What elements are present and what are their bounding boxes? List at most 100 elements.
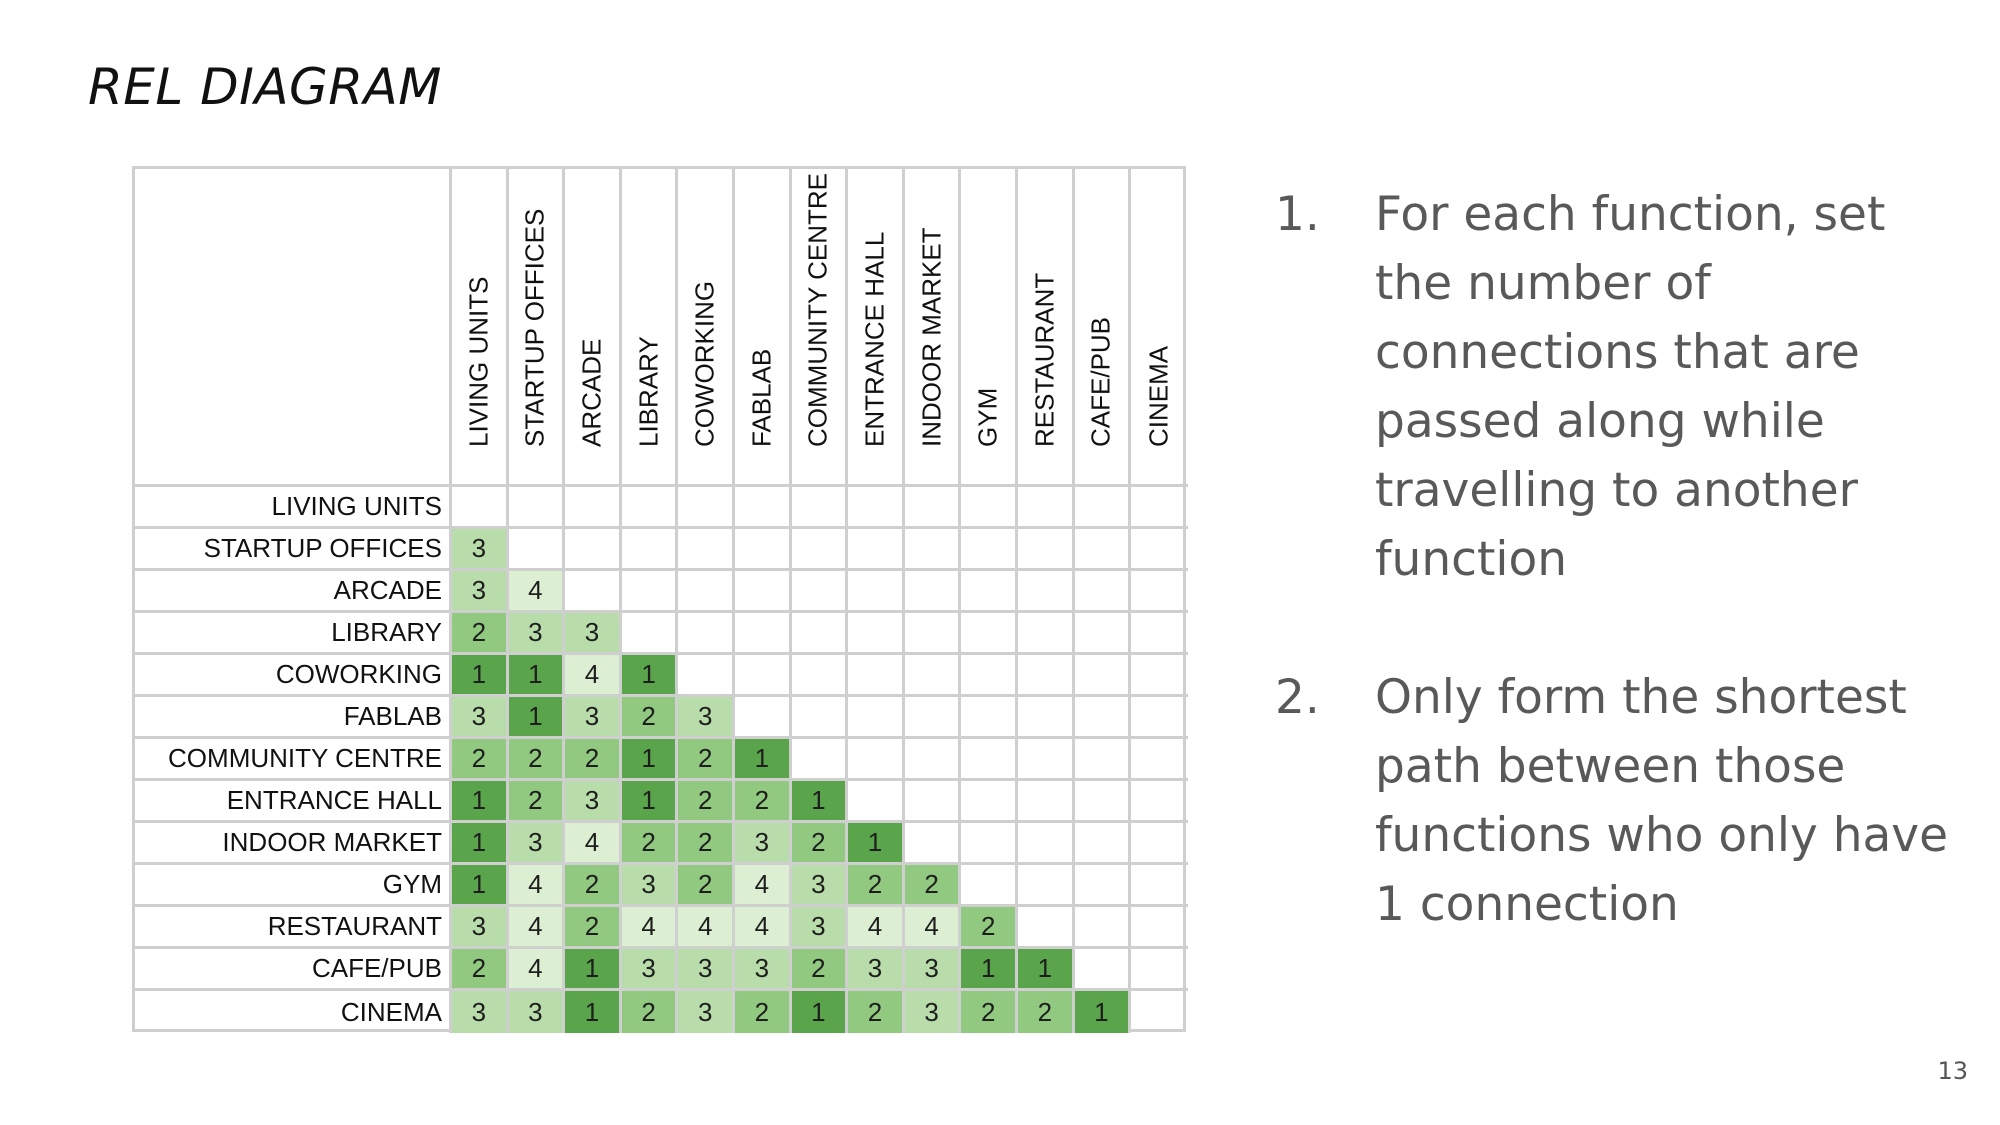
column-header: CINEMA — [1131, 169, 1188, 487]
matrix-value-cell: 3 — [565, 613, 622, 655]
matrix-empty-cell — [735, 571, 792, 613]
matrix-empty-cell — [848, 571, 905, 613]
row-label: LIBRARY — [135, 613, 452, 655]
page-number: 13 — [1937, 1057, 1968, 1085]
matrix-value-cell: 3 — [621, 949, 679, 991]
matrix-empty-cell — [565, 529, 622, 571]
matrix-empty-cell — [1074, 907, 1132, 949]
row-label: LIVING UNITS — [135, 487, 452, 529]
matrix-empty-cell — [791, 571, 849, 613]
matrix-value-cell: 2 — [621, 697, 679, 739]
column-header-label: COMMUNITY CENTRE — [802, 173, 833, 447]
column-header: ENTRANCE HALL — [848, 169, 905, 487]
matrix-value-cell: 2 — [565, 907, 622, 949]
column-header-label: STARTUP OFFICES — [519, 208, 550, 447]
matrix-value-cell: 4 — [621, 907, 679, 949]
matrix-value-cell: 3 — [735, 823, 792, 865]
matrix-empty-cell — [735, 613, 792, 655]
matrix-value-cell: 3 — [621, 865, 679, 907]
matrix-value-cell: 3 — [735, 949, 792, 991]
column-header-label: COWORKING — [689, 280, 720, 447]
matrix-empty-cell — [961, 613, 1018, 655]
matrix-value-cell: 4 — [735, 865, 792, 907]
matrix-value-cell: 2 — [678, 865, 735, 907]
matrix-value-cell: 1 — [508, 697, 566, 739]
column-header: ARCADE — [565, 169, 622, 487]
matrix-empty-cell — [1131, 571, 1188, 613]
matrix-value-cell: 3 — [508, 613, 566, 655]
matrix-empty-cell — [1074, 865, 1132, 907]
matrix-empty-cell — [1018, 823, 1075, 865]
matrix-empty-cell — [791, 655, 849, 697]
matrix-empty-cell — [621, 529, 679, 571]
row-label: FABLAB — [135, 697, 452, 739]
matrix-value-cell: 2 — [1018, 991, 1075, 1033]
row-label: GYM — [135, 865, 452, 907]
column-header: RESTAURANT — [1018, 169, 1075, 487]
matrix-empty-cell — [1131, 655, 1188, 697]
matrix-empty-cell — [1131, 739, 1188, 781]
matrix-empty-cell — [1018, 865, 1075, 907]
matrix-empty-cell — [1074, 613, 1132, 655]
matrix-empty-cell — [1018, 487, 1075, 529]
row-label: ARCADE — [135, 571, 452, 613]
column-header-label: INDOOR MARKET — [916, 227, 947, 447]
matrix-empty-cell — [961, 487, 1018, 529]
matrix-empty-cell — [565, 571, 622, 613]
column-header: INDOOR MARKET — [904, 169, 962, 487]
matrix-empty-cell — [791, 487, 849, 529]
matrix-empty-cell — [904, 529, 962, 571]
matrix-empty-cell — [1131, 613, 1188, 655]
matrix-empty-cell — [904, 487, 962, 529]
matrix-empty-cell — [621, 487, 679, 529]
matrix-value-cell: 3 — [678, 991, 735, 1033]
row-label: CINEMA — [135, 991, 452, 1033]
matrix-value-cell: 3 — [565, 781, 622, 823]
matrix-empty-cell — [508, 529, 566, 571]
column-header-label: LIVING UNITS — [463, 276, 494, 447]
matrix-empty-cell — [848, 655, 905, 697]
instruction-list: 1. For each function, set the number of … — [1275, 180, 1975, 1008]
matrix-value-cell: 1 — [452, 655, 509, 697]
matrix-value-cell: 1 — [1018, 949, 1075, 991]
matrix-empty-cell — [904, 823, 962, 865]
matrix-value-cell: 4 — [508, 865, 566, 907]
matrix-value-cell: 4 — [508, 949, 566, 991]
matrix-empty-cell — [1131, 781, 1188, 823]
matrix-value-cell: 1 — [565, 949, 622, 991]
matrix-empty-cell — [678, 571, 735, 613]
matrix-corner — [135, 169, 452, 487]
matrix-value-cell: 1 — [452, 823, 509, 865]
matrix-value-cell: 3 — [904, 991, 962, 1033]
instruction-number: 1. — [1275, 187, 1320, 242]
matrix-empty-cell — [1074, 781, 1132, 823]
matrix-empty-cell — [904, 739, 962, 781]
matrix-value-cell: 2 — [791, 823, 849, 865]
matrix-value-cell: 1 — [452, 781, 509, 823]
matrix-empty-cell — [904, 655, 962, 697]
matrix-empty-cell — [1074, 655, 1132, 697]
column-header: CAFE/PUB — [1074, 169, 1132, 487]
matrix-value-cell: 2 — [848, 865, 905, 907]
matrix-value-cell: 3 — [452, 571, 509, 613]
matrix-empty-cell — [452, 487, 509, 529]
instruction-text: Only form the shortest path between thos… — [1375, 670, 1949, 932]
slide-title: REL DIAGRAM — [88, 58, 442, 116]
matrix-value-cell: 3 — [452, 697, 509, 739]
matrix-empty-cell — [735, 697, 792, 739]
matrix-empty-cell — [961, 781, 1018, 823]
matrix-empty-cell — [1131, 823, 1188, 865]
matrix-empty-cell — [1018, 613, 1075, 655]
matrix-empty-cell — [1074, 823, 1132, 865]
column-header-label: CAFE/PUB — [1085, 316, 1116, 447]
matrix-value-cell: 1 — [848, 823, 905, 865]
matrix-empty-cell — [678, 613, 735, 655]
matrix-value-cell: 4 — [678, 907, 735, 949]
matrix-value-cell: 1 — [621, 739, 679, 781]
row-label: COWORKING — [135, 655, 452, 697]
matrix-empty-cell — [1074, 487, 1132, 529]
instruction-item-1: 1. For each function, set the number of … — [1275, 180, 1975, 594]
matrix-value-cell: 1 — [621, 655, 679, 697]
matrix-value-cell: 2 — [452, 949, 509, 991]
matrix-empty-cell — [961, 823, 1018, 865]
